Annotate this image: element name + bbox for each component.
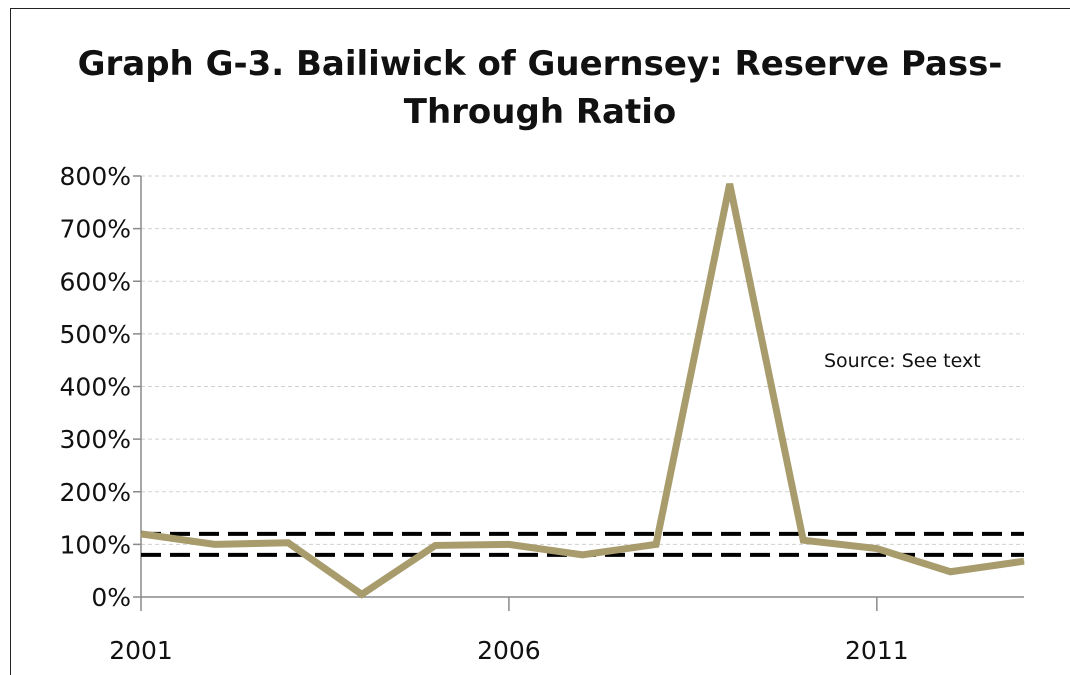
data-point bbox=[582, 554, 583, 556]
chart-title-line-2: Through Ratio bbox=[403, 92, 677, 132]
y-tick-label: 700% bbox=[60, 215, 131, 244]
y-axis-labels: 0% 100% 200% 300% 400% 500% 600% 700% 800% bbox=[60, 162, 131, 612]
data-point bbox=[214, 543, 216, 545]
y-tick-label: 400% bbox=[60, 373, 131, 402]
chart-title: Graph G-3. Bailiwick of Guernsey: Reserv… bbox=[40, 40, 1040, 136]
x-tick-label: 2001 bbox=[109, 636, 173, 665]
y-tick-label: 800% bbox=[60, 162, 131, 191]
data-point bbox=[361, 593, 363, 595]
y-tick-label: 0% bbox=[91, 583, 131, 612]
data-point bbox=[140, 533, 142, 535]
gridlines bbox=[141, 175, 1024, 545]
data-point bbox=[287, 542, 289, 544]
series-group bbox=[140, 183, 1025, 599]
x-tick-label: 2006 bbox=[477, 636, 541, 665]
y-tick-label: 500% bbox=[60, 320, 131, 349]
y-tick-label: 100% bbox=[60, 530, 131, 559]
chart-title-line-1: Graph G-3. Bailiwick of Guernsey: Reserv… bbox=[77, 44, 1003, 84]
y-tick-label: 200% bbox=[60, 478, 131, 507]
data-point bbox=[508, 543, 510, 545]
data-point bbox=[876, 548, 878, 550]
axes bbox=[133, 175, 1024, 611]
data-point bbox=[729, 183, 731, 185]
y-tick-label: 600% bbox=[60, 267, 131, 296]
data-point bbox=[1023, 560, 1025, 562]
data-point bbox=[802, 539, 804, 541]
y-tick-label: 300% bbox=[60, 425, 131, 454]
data-point bbox=[655, 543, 657, 545]
chart-frame bbox=[10, 8, 1070, 675]
x-axis-labels: 2001 2006 2011 bbox=[109, 636, 908, 665]
source-note: Source: See text bbox=[824, 350, 981, 372]
data-point bbox=[434, 544, 436, 546]
data-point bbox=[949, 571, 951, 573]
x-tick-label: 2011 bbox=[845, 636, 909, 665]
